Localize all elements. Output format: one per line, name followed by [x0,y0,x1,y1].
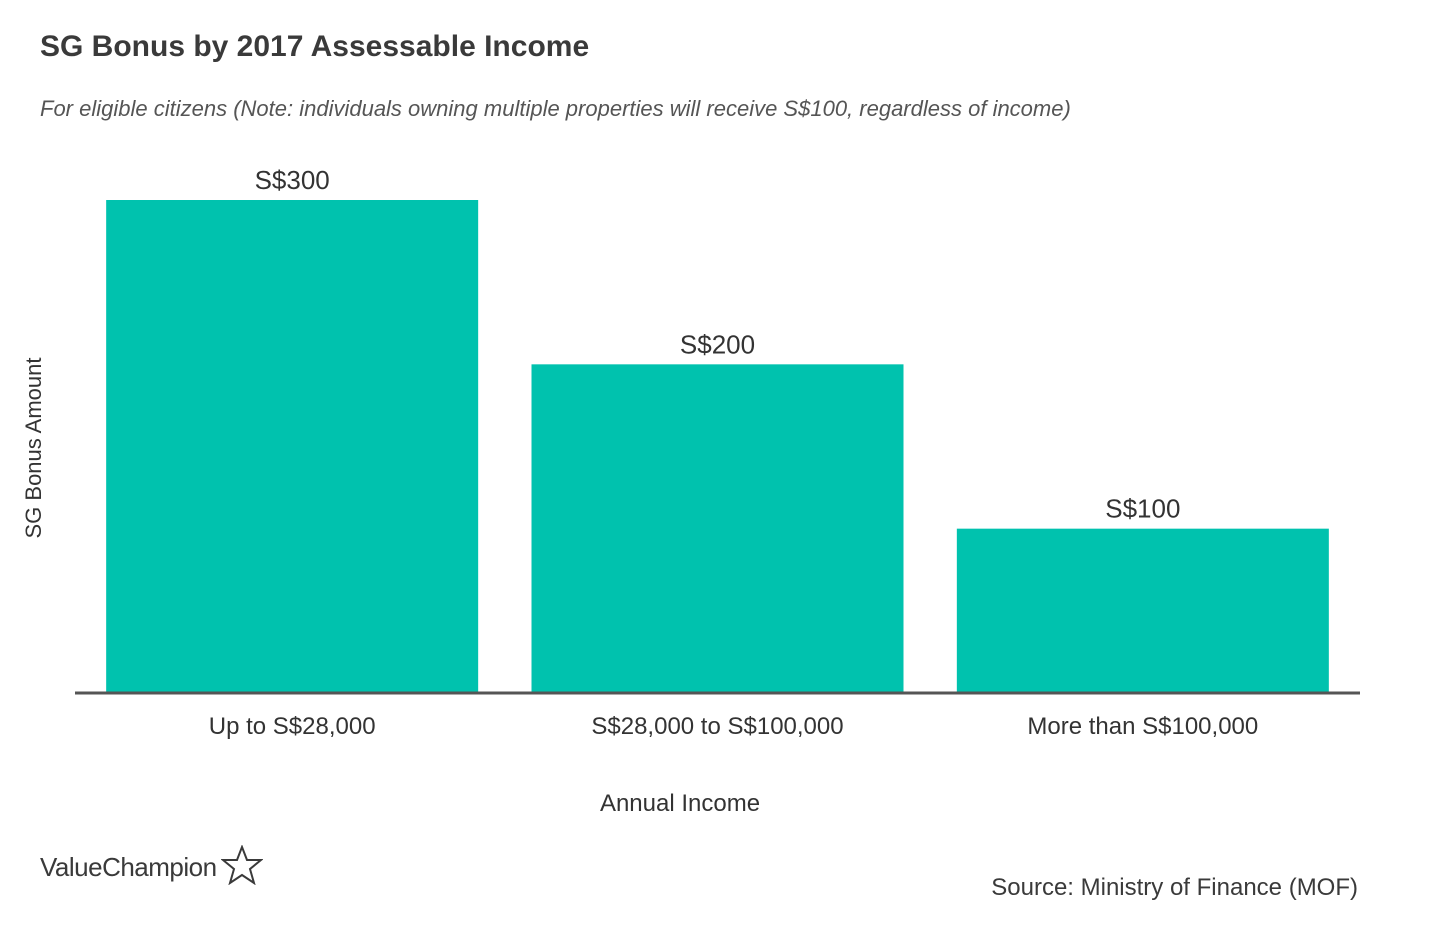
chart-subtitle: For eligible citizens (Note: individuals… [40,96,1071,121]
bar-value-label: S$200 [680,329,755,359]
x-tick-label: More than S$100,000 [1027,713,1258,740]
x-tick-label: Up to S$28,000 [209,713,376,740]
brand-name: ValueChampion [40,852,217,882]
star-outline-icon [219,844,264,890]
x-tick-label: S$28,000 to S$100,000 [591,713,843,740]
brand-logo: ValueChampion [40,844,264,890]
chart-title: SG Bonus by 2017 Assessable Income [40,30,590,63]
bar-value-label: S$100 [1105,494,1180,524]
bar-2 [531,364,904,693]
bar-1 [106,200,479,693]
bar-3 [956,528,1329,693]
bar-value-label: S$300 [255,165,330,195]
source-note: Source: Ministry of Finance (MOF) [991,874,1358,901]
x-axis-label: Annual Income [599,790,761,817]
